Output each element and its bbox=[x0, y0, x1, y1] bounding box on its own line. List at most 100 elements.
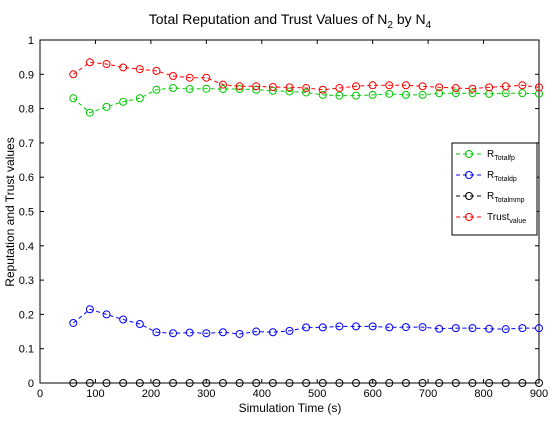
data-point-mp bbox=[185, 379, 194, 387]
data-point-fp bbox=[451, 89, 460, 98]
data-point-mp bbox=[485, 379, 494, 387]
data-point-dp bbox=[135, 320, 144, 329]
data-point-dp bbox=[268, 328, 277, 337]
data-point-mp bbox=[385, 379, 394, 387]
data-point-trust bbox=[135, 65, 144, 74]
series-line-trust bbox=[73, 61, 540, 91]
data-point-trust bbox=[202, 73, 211, 82]
data-point-trust bbox=[501, 82, 510, 91]
legend-label-main: R bbox=[487, 170, 494, 181]
y-tick-label: 0.2 bbox=[19, 309, 34, 321]
data-point-dp bbox=[401, 323, 410, 332]
data-point-mp bbox=[418, 379, 427, 387]
data-point-dp bbox=[69, 318, 78, 327]
data-point-trust bbox=[119, 63, 128, 72]
legend-label-sub: value bbox=[509, 218, 526, 225]
legend-swatch-marker bbox=[465, 213, 473, 221]
data-point-mp bbox=[169, 379, 178, 387]
series-layer bbox=[69, 58, 543, 387]
legend-label: RTotalmmp bbox=[487, 191, 525, 204]
legend-item-dp: RTotaldp bbox=[456, 170, 517, 183]
legend-item-trust: Trustvalue bbox=[456, 212, 526, 225]
y-tick-label: 0.8 bbox=[19, 104, 34, 116]
data-point-mp bbox=[119, 379, 128, 387]
data-point-mp bbox=[252, 379, 261, 387]
data-point-mp bbox=[69, 379, 78, 387]
data-point-mp bbox=[318, 379, 327, 387]
data-point-mp bbox=[102, 379, 111, 387]
data-point-dp bbox=[352, 322, 361, 331]
data-point-fp bbox=[401, 90, 410, 99]
data-point-fp bbox=[418, 90, 427, 99]
data-point-dp bbox=[335, 322, 344, 331]
legend-label-main: R bbox=[487, 149, 494, 160]
data-point-dp bbox=[501, 325, 510, 334]
data-point-fp bbox=[102, 102, 111, 111]
y-axis-label: Reputation and Trust values bbox=[3, 137, 17, 286]
x-tick-label: 800 bbox=[474, 388, 492, 400]
data-point-trust bbox=[318, 85, 327, 94]
x-tick-label: 300 bbox=[197, 388, 215, 400]
data-point-trust bbox=[218, 80, 227, 89]
data-point-trust bbox=[535, 83, 543, 92]
x-tick-label: 600 bbox=[363, 388, 381, 400]
legend-label-sub: Totalmmp bbox=[494, 197, 524, 204]
y-tick-label: 0.3 bbox=[19, 275, 34, 287]
x-tick-label: 900 bbox=[530, 388, 548, 400]
data-point-fp bbox=[385, 89, 394, 98]
data-point-mp bbox=[451, 379, 460, 387]
data-point-fp bbox=[85, 108, 94, 117]
legend-swatch-marker bbox=[465, 171, 473, 179]
y-tick-label: 0.5 bbox=[19, 207, 34, 219]
data-point-trust bbox=[418, 82, 427, 91]
data-point-dp bbox=[435, 324, 444, 333]
data-point-trust bbox=[485, 83, 494, 92]
data-point-mp bbox=[401, 379, 410, 387]
data-point-dp bbox=[518, 324, 527, 333]
data-point-dp bbox=[535, 324, 543, 333]
y-tick-label: 0.4 bbox=[19, 241, 34, 253]
data-point-mp bbox=[335, 379, 344, 387]
data-point-mp bbox=[268, 379, 277, 387]
x-tick-label: 400 bbox=[253, 388, 271, 400]
y-tick-label: 1 bbox=[28, 35, 34, 47]
x-tick-label: 0 bbox=[37, 388, 43, 400]
chart-title: Total Reputation and Trust Values of N2 … bbox=[149, 11, 432, 31]
data-point-mp bbox=[535, 379, 543, 387]
y-tick-label: 0.6 bbox=[19, 172, 34, 184]
data-point-mp bbox=[85, 379, 94, 387]
legend-label-main: Trust bbox=[487, 212, 510, 223]
data-point-mp bbox=[302, 379, 311, 387]
legend-label-sub: Totaldp bbox=[494, 176, 517, 183]
data-point-trust bbox=[401, 81, 410, 90]
data-point-dp bbox=[169, 329, 178, 338]
data-point-trust bbox=[169, 72, 178, 81]
data-point-fp bbox=[302, 88, 311, 97]
data-point-fp bbox=[152, 85, 161, 94]
data-point-dp bbox=[102, 310, 111, 319]
data-point-trust bbox=[451, 84, 460, 93]
series-mp bbox=[69, 379, 543, 387]
data-point-mp bbox=[152, 379, 161, 387]
data-point-dp bbox=[235, 329, 244, 338]
data-point-trust bbox=[85, 58, 94, 67]
legend-item-fp: RTotalfp bbox=[456, 149, 515, 162]
data-point-dp bbox=[368, 322, 377, 331]
data-point-dp bbox=[152, 328, 161, 337]
data-point-mp bbox=[435, 379, 444, 387]
legend-swatch-marker bbox=[465, 150, 473, 158]
data-point-fp bbox=[218, 85, 227, 94]
data-point-trust bbox=[352, 82, 361, 91]
y-tick-label: 0 bbox=[28, 378, 34, 390]
data-point-fp bbox=[202, 84, 211, 93]
data-point-dp bbox=[85, 305, 94, 314]
data-point-mp bbox=[518, 379, 527, 387]
data-point-fp bbox=[169, 84, 178, 93]
y-tick-label: 0.9 bbox=[19, 69, 34, 81]
data-point-mp bbox=[235, 379, 244, 387]
data-point-fp bbox=[368, 90, 377, 99]
legend-item-mp: RTotalmmp bbox=[456, 191, 525, 204]
data-point-mp bbox=[468, 379, 477, 387]
x-tick-label: 100 bbox=[86, 388, 104, 400]
chart-title-mid: by N bbox=[393, 11, 426, 27]
